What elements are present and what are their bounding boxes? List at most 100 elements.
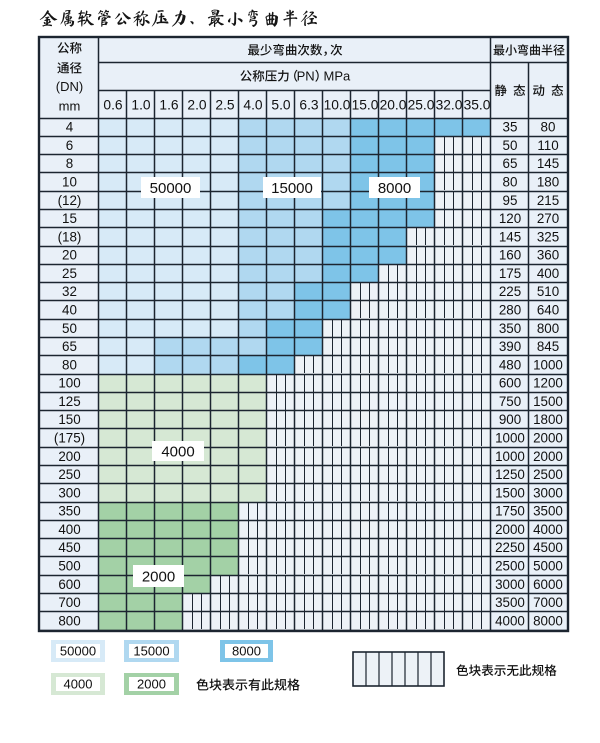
svg-text:390: 390 [499, 339, 521, 354]
svg-text:1.6: 1.6 [159, 97, 179, 112]
svg-text:10: 10 [62, 175, 77, 190]
svg-text:1500: 1500 [533, 394, 563, 409]
svg-text:1750: 1750 [495, 504, 525, 519]
svg-text:450: 450 [58, 540, 80, 555]
svg-text:15: 15 [62, 211, 77, 226]
svg-text:500: 500 [58, 559, 80, 574]
svg-text:8000: 8000 [533, 613, 563, 628]
svg-text:2000: 2000 [137, 677, 166, 692]
svg-text:6.3: 6.3 [299, 97, 319, 112]
svg-text:35.0: 35.0 [464, 97, 491, 112]
svg-text:900: 900 [499, 412, 521, 427]
svg-text:5000: 5000 [533, 559, 563, 574]
svg-text:50: 50 [62, 321, 77, 336]
svg-text:300: 300 [58, 485, 80, 500]
svg-text:80: 80 [503, 175, 518, 190]
svg-text:8: 8 [66, 156, 73, 171]
svg-text:80: 80 [541, 120, 556, 135]
svg-text:65: 65 [62, 339, 77, 354]
svg-text:95: 95 [503, 193, 518, 208]
svg-text:510: 510 [537, 284, 559, 299]
svg-text:800: 800 [58, 613, 80, 628]
svg-text:280: 280 [499, 303, 521, 318]
svg-text:40: 40 [62, 303, 77, 318]
svg-text:20.0: 20.0 [380, 97, 407, 112]
svg-text:25: 25 [62, 266, 77, 281]
svg-text:10.0: 10.0 [324, 97, 351, 112]
svg-text:750: 750 [499, 394, 521, 409]
svg-text:5.0: 5.0 [271, 97, 291, 112]
svg-text:(175): (175) [54, 431, 85, 446]
svg-text:145: 145 [537, 156, 559, 171]
svg-text:0.6: 0.6 [103, 97, 123, 112]
svg-text:2.0: 2.0 [187, 97, 207, 112]
svg-text:MPa: MPa [324, 69, 352, 84]
svg-text:8000: 8000 [232, 644, 261, 659]
svg-text:110: 110 [537, 138, 558, 153]
svg-text:3000: 3000 [533, 485, 563, 500]
svg-text:50: 50 [503, 138, 518, 153]
svg-text:2250: 2250 [495, 540, 525, 555]
svg-text:175: 175 [499, 266, 521, 281]
svg-text:4000: 4000 [495, 613, 525, 628]
svg-text:1000: 1000 [495, 431, 525, 446]
svg-text:2500: 2500 [495, 559, 525, 574]
svg-text:1.0: 1.0 [131, 97, 151, 112]
svg-text:600: 600 [58, 577, 80, 592]
svg-text:6: 6 [66, 138, 73, 153]
svg-text:20: 20 [62, 248, 77, 263]
svg-text:(12): (12) [58, 193, 82, 208]
svg-text:80: 80 [62, 357, 77, 372]
svg-text:215: 215 [537, 193, 559, 208]
svg-text:50000: 50000 [150, 180, 192, 197]
svg-text:250: 250 [58, 467, 80, 482]
svg-text:(DN): (DN) [56, 79, 83, 94]
svg-text:15.0: 15.0 [352, 97, 379, 112]
svg-text:145: 145 [499, 229, 521, 244]
svg-text:360: 360 [537, 248, 559, 263]
svg-text:600: 600 [499, 376, 521, 391]
svg-text:2000: 2000 [533, 431, 563, 446]
svg-text:200: 200 [58, 449, 80, 464]
svg-text:700: 700 [58, 595, 80, 610]
svg-text:1200: 1200 [533, 376, 563, 391]
svg-text:1250: 1250 [495, 467, 525, 482]
svg-text:350: 350 [499, 321, 521, 336]
svg-text:2000: 2000 [142, 568, 175, 585]
svg-text:1800: 1800 [533, 412, 563, 427]
svg-text:4.0: 4.0 [243, 97, 263, 112]
svg-text:2.5: 2.5 [215, 97, 235, 112]
svg-text:800: 800 [537, 321, 559, 336]
svg-text:325: 325 [537, 229, 559, 244]
svg-text:35: 35 [503, 120, 518, 135]
svg-text:3500: 3500 [533, 504, 563, 519]
svg-text:4000: 4000 [161, 443, 194, 460]
svg-text:640: 640 [537, 303, 559, 318]
svg-text:15000: 15000 [133, 644, 169, 659]
svg-text:15000: 15000 [271, 180, 313, 197]
svg-text:480: 480 [499, 357, 521, 372]
svg-text:25.0: 25.0 [408, 97, 435, 112]
svg-text:6000: 6000 [533, 577, 563, 592]
svg-text:2000: 2000 [495, 522, 525, 537]
svg-text:3500: 3500 [495, 595, 525, 610]
svg-text:4000: 4000 [64, 677, 93, 692]
svg-text:4: 4 [66, 120, 74, 135]
svg-text:160: 160 [499, 248, 521, 263]
svg-text:1000: 1000 [495, 449, 525, 464]
svg-text:400: 400 [537, 266, 559, 281]
svg-text:(18): (18) [58, 229, 82, 244]
svg-text:4000: 4000 [533, 522, 563, 537]
svg-text:150: 150 [58, 412, 80, 427]
svg-text:845: 845 [537, 339, 559, 354]
svg-text:mm: mm [59, 99, 81, 114]
svg-text:120: 120 [499, 211, 521, 226]
svg-text:270: 270 [537, 211, 559, 226]
svg-text:50000: 50000 [60, 644, 96, 659]
svg-text:100: 100 [58, 376, 80, 391]
svg-text:2000: 2000 [533, 449, 563, 464]
svg-text:125: 125 [58, 394, 80, 409]
svg-text:400: 400 [58, 522, 80, 537]
svg-text:32: 32 [62, 284, 77, 299]
svg-text:180: 180 [537, 175, 559, 190]
